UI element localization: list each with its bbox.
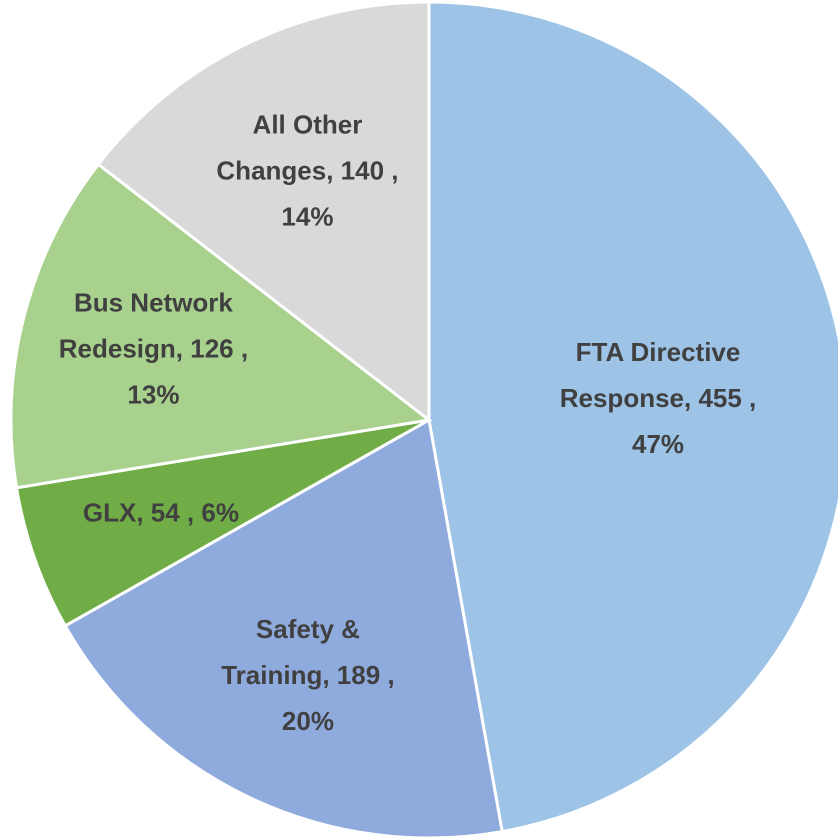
label-line: Changes, 140 , <box>216 155 398 185</box>
label-line: Bus Network <box>74 287 233 317</box>
label-line: GLX, 54 , 6% <box>83 497 239 527</box>
label-line: All Other <box>253 109 363 139</box>
slice <box>96 0 431 424</box>
slice <box>427 0 838 834</box>
data-label: Bus Network Redesign, 126 , 13% <box>59 287 248 409</box>
label-line: 47% <box>632 429 684 459</box>
data-label: Safety & Training, 189 , 20% <box>221 614 394 736</box>
label-line: Response, 455 , <box>560 383 757 413</box>
data-label: FTA Directive Response, 455 , 47% <box>560 337 757 459</box>
label-line: Safety & <box>256 614 360 644</box>
data-label: GLX, 54 , 6% <box>83 497 239 527</box>
label-line: Redesign, 126 , <box>59 333 248 363</box>
label-line: 13% <box>127 379 179 409</box>
label-line: Training, 189 , <box>221 660 394 690</box>
label-line: FTA Directive <box>576 337 741 367</box>
data-label: All Other Changes, 140 , 14% <box>216 109 398 231</box>
slice <box>9 162 433 490</box>
label-line: 14% <box>281 201 333 231</box>
label-line: 20% <box>282 706 334 736</box>
